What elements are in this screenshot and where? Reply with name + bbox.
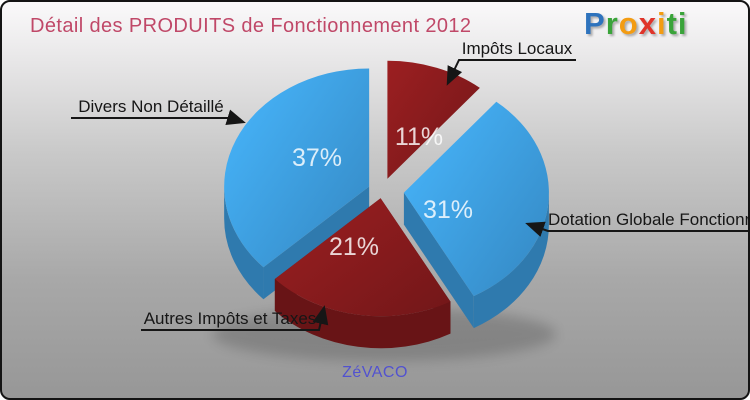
callout-label-impots-locaux: Impôts Locaux [462, 39, 573, 58]
pie-slice-divers-non-d-taill-[interactable] [224, 68, 370, 268]
callout-layer: Impôts Locaux Divers Non Détaillé Dotati… [71, 39, 750, 331]
pie-slice-autres-imp-ts-et-taxes[interactable] [274, 198, 451, 317]
callout-arrow-divers-non-detaille [71, 109, 246, 125]
slice-percent-37%: 37% [292, 144, 342, 172]
percent-labels: 11% 31% 21% 37% [292, 123, 473, 261]
logo-letter: x [638, 6, 657, 41]
pie-slice-imp-ts-locaux[interactable] [387, 60, 480, 179]
logo-letter: i [677, 6, 688, 41]
logo-letter: o [618, 6, 639, 41]
proxiti-logo: Proxiti [584, 6, 688, 42]
pie-slice-dotation-globale-fonctionnement[interactable] [403, 101, 549, 297]
logo-letter: i [656, 6, 667, 41]
callout-arrow-dotation-globale [525, 221, 748, 237]
watermark: ZéVACO [342, 364, 408, 381]
callout-impots-locaux: Impôts Locaux [446, 39, 576, 86]
slice-percent-21%: 21% [329, 233, 379, 261]
logo-letter: r [605, 6, 619, 41]
callout-arrow-impots-locaux [446, 59, 576, 86]
pie-slices [224, 60, 549, 349]
callout-dotation-globale: Dotation Globale Fonctionnement [525, 210, 750, 237]
pie-slice-side [224, 186, 264, 300]
callout-label-divers-non-detaille: Divers Non Détaillé [78, 97, 224, 116]
callout-label-autres-impots: Autres Impôts et Taxes [144, 309, 317, 328]
logo-letter: P [584, 6, 606, 41]
callout-divers-non-detaille: Divers Non Détaillé [71, 97, 246, 125]
logo-letter: t [666, 6, 678, 41]
pie-slice-side [473, 192, 549, 329]
callout-label-dotation-globale: Dotation Globale Fonctionnement [548, 210, 750, 229]
slice-percent-11%: 11% [395, 123, 443, 151]
slice-percent-31%: 31% [423, 196, 473, 224]
pie-slice-side [403, 192, 474, 329]
callout-autres-impots: Autres Impôts et Taxes [141, 305, 329, 331]
callout-arrow-autres-impots [141, 305, 329, 331]
page-title: Détail des PRODUITS de Fonctionnement 20… [30, 15, 472, 37]
